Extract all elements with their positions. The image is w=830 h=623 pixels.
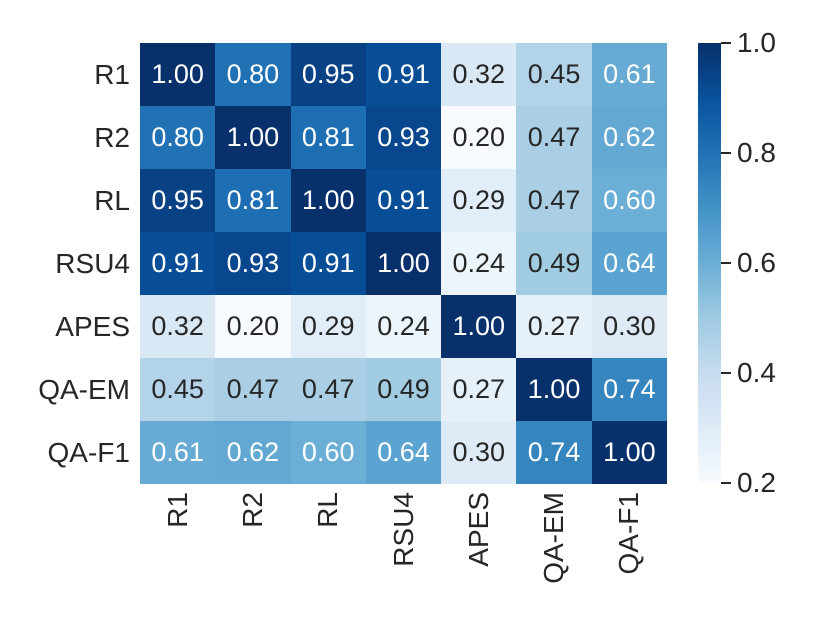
heatmap-cell-APES-RSU4: 0.24 (365, 295, 442, 358)
heatmap-cell-APES-R2: 0.20 (215, 295, 291, 358)
heatmap-cell-QA-F1-APES: 0.30 (441, 421, 517, 484)
heatmap-cell-QA-EM-RSU4: 0.49 (365, 358, 442, 421)
colorbar-tick-mark (721, 262, 731, 264)
heatmap-cell-RL-QA-EM: 0.47 (516, 169, 592, 232)
heatmap-cell-R1-QA-F1: 0.61 (591, 43, 667, 106)
y-tick-label-R2: R2 (94, 121, 130, 153)
heatmap-cell-QA-F1-R1: 0.61 (140, 421, 216, 484)
heatmap-cell-R1-R1: 1.00 (140, 43, 216, 106)
heatmap-grid: 1.00 0.80 0.95 0.91 0.32 0.45 0.61 0.80 1.00 0.81… (140, 43, 667, 484)
heatmap-cell-APES-APES: 1.00 (441, 295, 517, 358)
heatmap-cell-APES-QA-F1: 0.30 (591, 295, 667, 358)
heatmap-cell-QA-F1-RSU4: 0.64 (365, 421, 442, 484)
x-tick-label-QA-EM: QA-EM (538, 492, 570, 584)
heatmap-cell-R1-QA-EM: 0.45 (516, 43, 592, 106)
colorbar-tick-mark (721, 152, 731, 154)
colorbar-tick-label: 0.6 (737, 247, 776, 278)
x-tick-label-RL: RL (312, 492, 344, 528)
heatmap-cell-RSU4-RL: 0.91 (290, 232, 366, 295)
heatmap-cell-QA-F1-R2: 0.62 (215, 421, 291, 484)
heatmap-cell-QA-EM-RL: 0.47 (290, 358, 366, 421)
heatmap-cell-QA-F1-RL: 0.60 (290, 421, 366, 484)
heatmap-cell-RSU4-R2: 0.93 (215, 232, 291, 295)
heatmap-cell-RL-APES: 0.29 (441, 169, 517, 232)
heatmap-cell-R1-R2: 0.80 (215, 43, 291, 106)
x-tick-label-R2: R2 (236, 492, 268, 528)
heatmap-cell-R2-APES: 0.20 (441, 106, 517, 169)
y-tick-label-R1: R1 (94, 58, 130, 90)
heatmap-cell-RL-RL: 1.00 (290, 169, 366, 232)
heatmap-cell-R2-R2: 1.00 (215, 106, 291, 169)
x-tick-label-APES: APES (462, 492, 494, 567)
heatmap-cell-R1-APES: 0.32 (441, 43, 517, 106)
colorbar-tick-mark (721, 372, 731, 374)
colorbar-tick-mark (721, 42, 731, 44)
y-tick-label-QA-F1: QA-F1 (47, 436, 130, 468)
heatmap-cell-R2-QA-F1: 0.62 (591, 106, 667, 169)
heatmap-cell-QA-EM-APES: 0.27 (441, 358, 517, 421)
heatmap-cell-R1-RL: 0.95 (290, 43, 366, 106)
heatmap-cell-R2-RSU4: 0.93 (365, 106, 442, 169)
heatmap-cell-QA-F1-QA-F1: 1.00 (591, 421, 667, 484)
heatmap-cell-APES-RL: 0.29 (290, 295, 366, 358)
heatmap-cell-RSU4-QA-F1: 0.64 (591, 232, 667, 295)
heatmap-cell-R2-R1: 0.80 (140, 106, 216, 169)
heatmap-cell-RSU4-APES: 0.24 (441, 232, 517, 295)
y-tick-label-APES: APES (55, 310, 130, 342)
heatmap-cell-R1-RSU4: 0.91 (365, 43, 442, 106)
y-tick-label-RSU4: RSU4 (55, 247, 130, 279)
heatmap-cell-QA-EM-R1: 0.45 (140, 358, 216, 421)
colorbar (698, 43, 721, 483)
heatmap-cell-QA-EM-QA-EM: 1.00 (516, 358, 592, 421)
heatmap-cell-R2-QA-EM: 0.47 (516, 106, 592, 169)
heatmap-cell-R2-RL: 0.81 (290, 106, 366, 169)
heatmap-cell-RSU4-R1: 0.91 (140, 232, 216, 295)
x-tick-label-QA-F1: QA-F1 (613, 492, 645, 575)
heatmap-cell-QA-EM-R2: 0.47 (215, 358, 291, 421)
colorbar-tick-label: 0.4 (737, 357, 776, 388)
heatmap-cell-RL-R1: 0.95 (140, 169, 216, 232)
heatmap-cell-APES-QA-EM: 0.27 (516, 295, 592, 358)
heatmap-cell-RL-R2: 0.81 (215, 169, 291, 232)
colorbar-tick-label: 0.8 (737, 137, 776, 168)
x-tick-label-R1: R1 (161, 492, 193, 528)
heatmap-cell-QA-EM-QA-F1: 0.74 (591, 358, 667, 421)
colorbar-tick-label: 0.2 (737, 467, 776, 498)
colorbar-tick-label: 1.0 (737, 27, 776, 58)
heatmap-cell-APES-R1: 0.32 (140, 295, 216, 358)
y-tick-label-QA-EM: QA-EM (38, 373, 130, 405)
heatmap-cell-RL-QA-F1: 0.60 (591, 169, 667, 232)
heatmap-cell-RL-RSU4: 0.91 (365, 169, 442, 232)
y-tick-label-RL: RL (94, 184, 130, 216)
colorbar-tick-mark (721, 482, 731, 484)
x-tick-label-RSU4: RSU4 (387, 492, 419, 567)
heatmap-cell-QA-F1-QA-EM: 0.74 (516, 421, 592, 484)
heatmap-cell-RSU4-RSU4: 1.00 (365, 232, 442, 295)
heatmap-cell-RSU4-QA-EM: 0.49 (516, 232, 592, 295)
